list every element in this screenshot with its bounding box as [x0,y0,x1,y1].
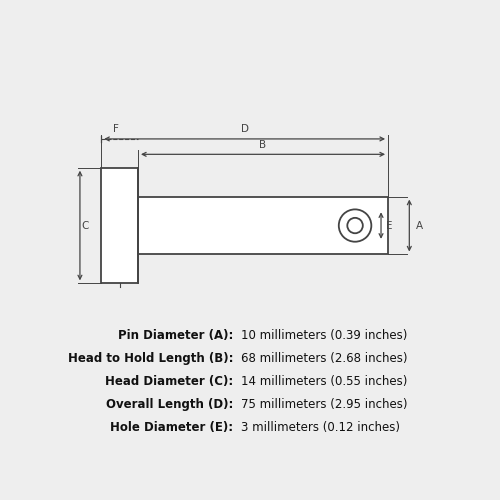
Bar [138,196,388,254]
Text: 68 millimeters (2.68 inches): 68 millimeters (2.68 inches) [241,352,407,365]
Text: Head to Hold Length (B):: Head to Hold Length (B): [68,352,233,365]
Text: E: E [386,220,392,230]
Text: F: F [113,124,118,134]
Circle shape [339,210,372,242]
Text: C: C [81,220,88,230]
Text: B: B [260,140,266,149]
Bar [101,168,138,283]
Text: A: A [416,220,424,230]
Circle shape [348,218,363,233]
Text: 3 millimeters (0.12 inches): 3 millimeters (0.12 inches) [241,421,400,434]
Text: 10 millimeters (0.39 inches): 10 millimeters (0.39 inches) [241,329,407,342]
Text: 14 millimeters (0.55 inches): 14 millimeters (0.55 inches) [241,375,407,388]
Text: Pin Diameter (A):: Pin Diameter (A): [118,329,233,342]
Text: D: D [240,124,248,134]
Text: Hole Diameter (E):: Hole Diameter (E): [110,421,233,434]
Text: 75 millimeters (2.95 inches): 75 millimeters (2.95 inches) [241,398,407,411]
Text: Head Diameter (C):: Head Diameter (C): [105,375,233,388]
Text: Overall Length (D):: Overall Length (D): [106,398,233,411]
